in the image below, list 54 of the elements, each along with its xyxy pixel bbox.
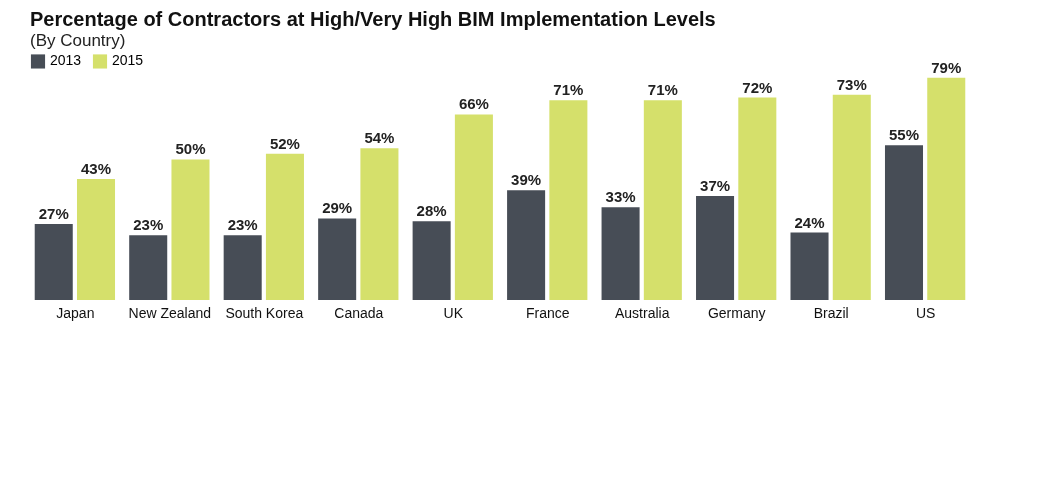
x-tick-label: Germany xyxy=(707,304,766,321)
bar xyxy=(454,114,493,300)
data-label: 39% xyxy=(511,171,542,189)
x-tick-label: US xyxy=(915,304,936,321)
bar xyxy=(738,97,777,300)
data-label: 54% xyxy=(364,129,395,147)
data-label: 29% xyxy=(322,199,353,217)
bar xyxy=(318,218,357,300)
data-label: 37% xyxy=(700,176,731,194)
x-tick-label: New Zealand xyxy=(128,304,212,321)
data-label: 23% xyxy=(133,216,164,234)
bar xyxy=(832,94,871,300)
data-label: 71% xyxy=(647,81,678,99)
bar xyxy=(265,153,304,300)
data-label: 28% xyxy=(416,202,447,220)
bar xyxy=(927,77,966,300)
bar xyxy=(129,235,168,300)
x-tick-label: Japan xyxy=(56,304,95,321)
data-label: 55% xyxy=(888,126,920,144)
data-label: 33% xyxy=(605,188,636,206)
data-label: 43% xyxy=(80,160,112,178)
data-label: 52% xyxy=(269,134,300,152)
data-label: 72% xyxy=(742,78,773,96)
bar xyxy=(360,148,399,300)
bar xyxy=(34,224,73,300)
chart-title: Percentage of Contractors at High/Very High BIM Implementation Levels xyxy=(30,8,716,30)
x-tick-label: France xyxy=(525,304,570,321)
data-label: 73% xyxy=(836,75,867,93)
x-tick-label: South Korea xyxy=(225,304,304,321)
x-tick-label: Brazil xyxy=(813,304,849,321)
data-label: 79% xyxy=(931,58,962,76)
data-label: 23% xyxy=(227,216,258,234)
bar xyxy=(601,207,640,300)
x-tick-label: UK xyxy=(443,304,464,321)
bar xyxy=(76,179,116,300)
data-label: 27% xyxy=(38,205,69,223)
legend-label: 2015 xyxy=(112,52,144,69)
bar xyxy=(412,221,451,300)
x-tick-label: Australia xyxy=(614,304,670,321)
bar xyxy=(223,235,262,300)
bar xyxy=(884,145,924,300)
data-label: 24% xyxy=(794,213,825,231)
chart-subtitle: (By Country) xyxy=(30,31,126,50)
data-label: 50% xyxy=(175,140,206,158)
x-tick-label: Canada xyxy=(334,304,384,321)
data-label: 71% xyxy=(553,81,584,99)
bar xyxy=(171,159,210,300)
bar xyxy=(790,232,829,300)
bar xyxy=(549,100,588,300)
bar xyxy=(507,190,546,300)
bar xyxy=(696,195,735,300)
bar xyxy=(643,100,682,300)
legend-label: 2013 xyxy=(50,52,82,69)
data-label: 66% xyxy=(458,95,489,113)
